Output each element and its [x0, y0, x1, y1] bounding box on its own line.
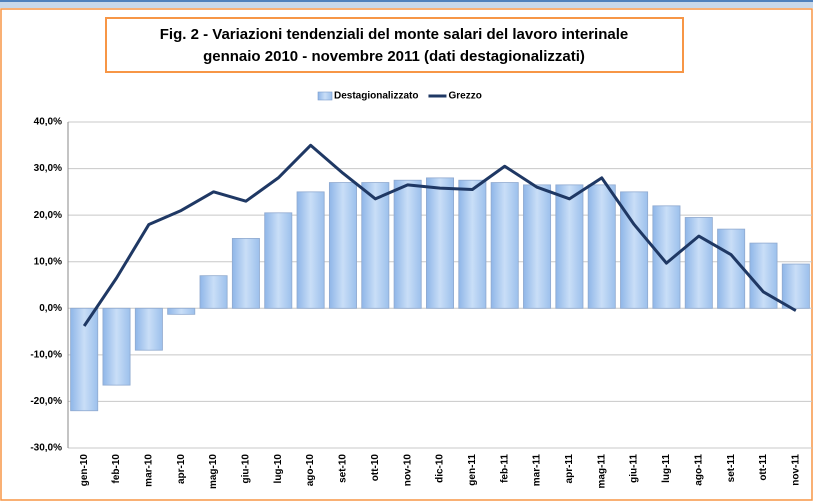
bar [717, 228, 746, 309]
x-tick-label: apr-10 [176, 454, 187, 484]
bar [587, 184, 616, 309]
x-tick-label: dic-10 [435, 454, 446, 483]
bar [296, 191, 325, 309]
bar [102, 307, 131, 386]
x-tick-label: mar-10 [144, 454, 155, 487]
chart-title: Fig. 2 - Variazioni tendenziali del mont… [160, 26, 628, 43]
y-tick-label: -30,0% [30, 443, 62, 454]
x-tick-label: gen-11 [467, 454, 478, 486]
x-tick-label: set-10 [338, 454, 349, 483]
y-tick-label: 30,0% [34, 163, 62, 174]
bar [199, 275, 228, 309]
y-tick-label: 40,0% [34, 117, 62, 128]
top-band [0, 0, 813, 8]
x-tick-label: giu-11 [629, 454, 640, 483]
bar [490, 182, 519, 309]
top-line [0, 0, 813, 2]
x-tick-label: apr-11 [564, 454, 575, 484]
bar [361, 182, 390, 309]
x-tick-label: nov-10 [402, 454, 413, 487]
chart-title: gennaio 2010 - novembre 2011 (dati desta… [203, 48, 585, 65]
y-tick-label: 0,0% [39, 303, 62, 314]
x-tick-label: lug-10 [273, 454, 284, 484]
x-tick-label: set-11 [726, 454, 737, 483]
line [82, 143, 797, 327]
bar [167, 307, 196, 315]
bar [426, 177, 454, 309]
bar [749, 242, 778, 309]
x-tick-label: nov-11 [790, 454, 801, 486]
bar [523, 184, 552, 309]
x-tick-label: ago-10 [305, 454, 316, 487]
x-tick-label: feb-11 [499, 454, 510, 483]
legend-label: Destagionalizzato [334, 91, 418, 102]
bar [70, 307, 99, 412]
bar [684, 217, 713, 309]
bar [328, 182, 357, 309]
y-tick-label: 20,0% [34, 210, 62, 221]
x-tick-label: mag-10 [208, 454, 219, 489]
x-tick-label: ago-11 [693, 454, 704, 486]
legend-swatch [317, 91, 333, 101]
x-tick-label: mar-11 [532, 454, 543, 487]
bar [393, 179, 422, 309]
bar [264, 212, 293, 309]
x-tick-label: giu-10 [241, 454, 252, 484]
x-tick-label: gen-10 [79, 454, 90, 487]
y-tick-label: 10,0% [34, 256, 62, 267]
title-box [105, 17, 684, 73]
legend-label: Grezzo [448, 91, 481, 102]
bar [231, 238, 260, 309]
bar [458, 179, 487, 309]
bar [555, 184, 584, 309]
x-tick-label: mag-11 [596, 454, 607, 489]
frame [0, 8, 813, 501]
x-tick-label: ott-10 [370, 454, 381, 482]
bar [781, 263, 810, 309]
x-tick-label: lug-11 [661, 454, 672, 483]
x-tick-label: ott-11 [758, 454, 769, 481]
y-tick-label: -10,0% [30, 349, 62, 360]
y-tick-label: -20,0% [30, 396, 62, 407]
x-tick-label: feb-10 [111, 454, 122, 484]
bar [134, 307, 163, 351]
